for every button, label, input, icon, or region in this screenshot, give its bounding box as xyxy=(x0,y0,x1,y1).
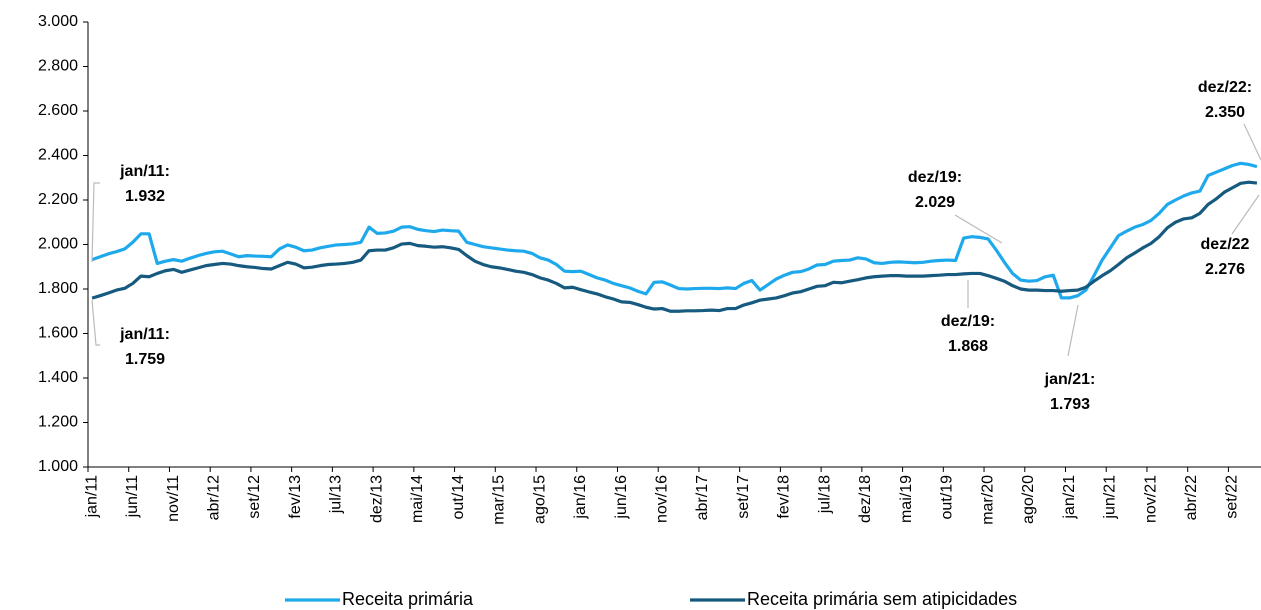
x-tick-label: mai/19 xyxy=(898,475,915,523)
x-tick-label: abr/12 xyxy=(205,475,222,520)
annotation-text: jan/21: xyxy=(1044,371,1096,388)
legend-label: Receita primária sem atipicidades xyxy=(747,589,1017,609)
x-tick-label: mai/14 xyxy=(409,475,426,523)
y-tick-label: 3.000 xyxy=(38,13,78,30)
y-tick-label: 1.200 xyxy=(38,414,78,431)
y-tick-label: 2.600 xyxy=(38,102,78,119)
annotation-value: 1.793 xyxy=(1050,396,1090,413)
y-tick-label: 1.600 xyxy=(38,325,78,342)
x-tick-label: dez/18 xyxy=(857,475,874,523)
x-tick-label: nov/11 xyxy=(165,475,182,522)
x-tick-label: nov/21 xyxy=(1142,475,1159,523)
series-line xyxy=(91,180,1258,313)
x-tick-label: set/22 xyxy=(1224,475,1241,519)
annotation-leader xyxy=(91,299,100,346)
x-tick-label: set/17 xyxy=(735,475,752,519)
annotation-text: dez/19: xyxy=(908,169,962,186)
y-tick-label: 2.400 xyxy=(38,147,78,164)
annotation-value: 2.276 xyxy=(1205,261,1245,278)
annotation-value: 1.759 xyxy=(125,351,165,368)
x-tick-label: abr/17 xyxy=(694,475,711,520)
x-tick-label: out/19 xyxy=(939,475,956,520)
series-line xyxy=(91,161,1258,300)
annotation-value: 2.029 xyxy=(915,194,955,211)
annotation-value: 1.932 xyxy=(125,188,165,205)
annotation-value: 1.868 xyxy=(948,338,988,355)
x-tick-label: jun/16 xyxy=(613,475,630,520)
annotation-leader xyxy=(1067,304,1079,357)
x-tick-label: jun/21 xyxy=(1102,475,1119,520)
y-tick-label: 2.200 xyxy=(38,191,78,208)
x-tick-label: jun/11 xyxy=(124,475,141,519)
annotation-text: jan/11: xyxy=(119,163,170,180)
x-tick-label: out/14 xyxy=(450,475,467,520)
y-tick-label: 1.000 xyxy=(38,458,78,475)
x-tick-label: mar/20 xyxy=(979,475,996,525)
x-tick-label: jan/16 xyxy=(572,475,589,520)
x-tick-label: nov/16 xyxy=(654,475,671,523)
annotation-text: dez/22 xyxy=(1201,236,1250,253)
y-tick-label: 2.000 xyxy=(38,236,78,253)
x-tick-label: jan/21 xyxy=(1061,475,1078,520)
annotation-text: dez/19: xyxy=(941,313,995,330)
annotation-leader xyxy=(1231,194,1260,235)
y-tick-label: 1.400 xyxy=(38,369,78,386)
x-tick-label: ago/20 xyxy=(1020,475,1037,524)
x-tick-label: jan/11 xyxy=(83,475,100,519)
x-tick-label: fev/18 xyxy=(776,475,793,519)
x-tick-label: fev/13 xyxy=(287,475,304,519)
x-tick-label: ago/15 xyxy=(531,475,548,524)
annotation-text: jan/11: xyxy=(119,326,170,343)
x-tick-label: jul/13 xyxy=(328,475,345,514)
annotation-value: 2.350 xyxy=(1205,104,1245,121)
x-tick-label: mar/15 xyxy=(491,475,508,525)
x-tick-label: abr/22 xyxy=(1183,475,1200,520)
x-tick-label: set/12 xyxy=(246,475,263,519)
annotation-leader xyxy=(91,182,100,263)
annotation-leader xyxy=(1243,123,1261,161)
y-tick-label: 2.800 xyxy=(38,58,78,75)
y-tick-label: 1.800 xyxy=(38,280,78,297)
annotation-leader xyxy=(954,214,1003,244)
legend-label: Receita primária xyxy=(342,589,474,609)
x-tick-label: dez/13 xyxy=(368,475,385,523)
x-tick-label: jul/18 xyxy=(816,475,833,514)
annotation-text: dez/22: xyxy=(1198,79,1252,96)
